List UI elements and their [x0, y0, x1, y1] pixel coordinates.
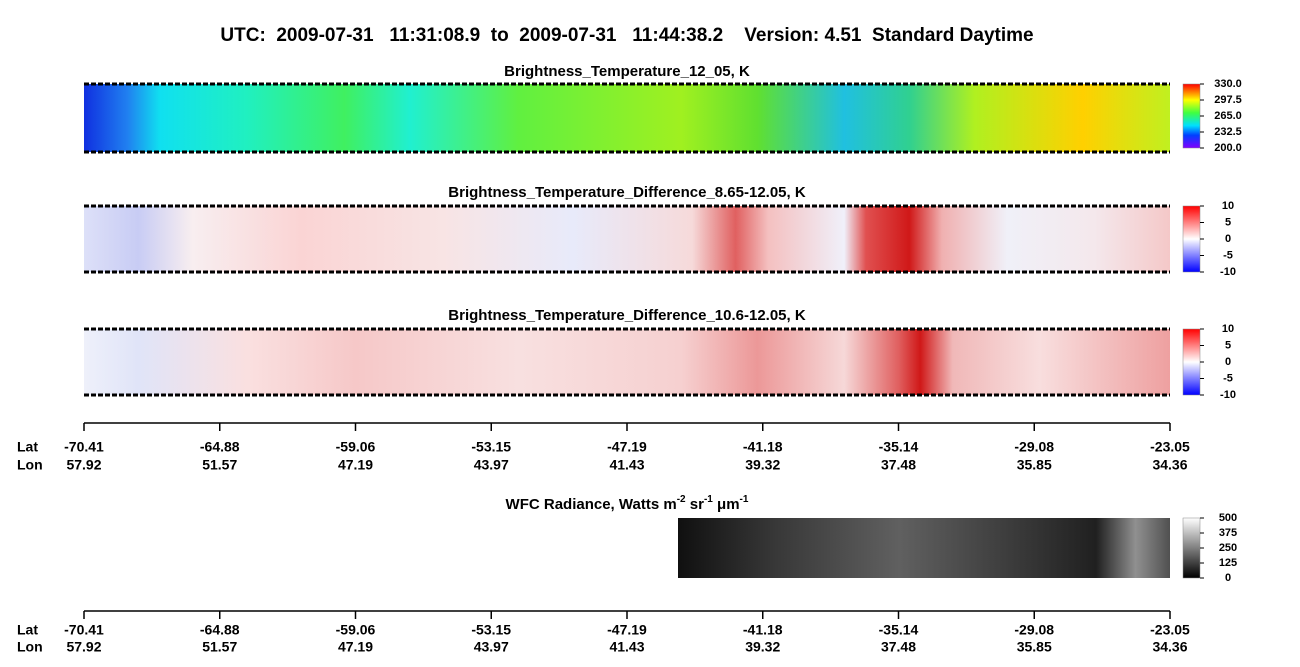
lat-tick-label: -23.05 [1150, 622, 1190, 638]
colorbar-label: 297.5 [1214, 94, 1242, 106]
title-part: μm [713, 496, 740, 513]
colorbar-label: 500 [1219, 512, 1237, 524]
title-part: sr [686, 496, 705, 513]
colorbar-label: 0 [1225, 233, 1231, 245]
lon-tick-label: 51.57 [202, 639, 237, 655]
lon-tick-label: 34.36 [1152, 639, 1187, 655]
colorbar-label: 232.5 [1214, 126, 1242, 138]
colorbar-label: 200.0 [1214, 142, 1242, 154]
lat-tick-label: -64.88 [200, 622, 240, 638]
lon-tick-label: 35.85 [1017, 457, 1052, 473]
lon-tick-label: 57.92 [66, 457, 101, 473]
lon-tick-label: 47.19 [338, 639, 373, 655]
lat-label: Lat [17, 622, 38, 638]
main-title: UTC: 2009-07-31 11:31:08.9 to 2009-07-31… [220, 25, 1033, 46]
colorbar-label: 330.0 [1214, 78, 1242, 90]
swath-image [84, 84, 1170, 152]
lat-tick-label: -23.05 [1150, 439, 1190, 455]
colorbar [1182, 328, 1201, 396]
lat-tick-label: -64.88 [200, 439, 240, 455]
lon-tick-label: 51.57 [202, 457, 237, 473]
lon-tick-label: 47.19 [338, 457, 373, 473]
lon-tick-label: 43.97 [474, 639, 509, 655]
lat-tick-label: -59.06 [336, 622, 376, 638]
lon-tick-label: 37.48 [881, 457, 916, 473]
lat-tick-label: -35.14 [879, 439, 919, 455]
colorbar-label: 5 [1225, 339, 1231, 351]
lat-tick-label: -47.19 [607, 439, 647, 455]
colorbar-label: -10 [1220, 389, 1236, 401]
lat-tick-label: -35.14 [879, 622, 919, 638]
colorbar-label: 0 [1225, 356, 1231, 368]
lat-tick-label: -47.19 [607, 622, 647, 638]
lat-tick-label: -29.08 [1014, 622, 1054, 638]
superscript: -2 [677, 494, 686, 505]
lat-tick-label: -53.15 [471, 622, 511, 638]
colorbar [1182, 517, 1201, 579]
colorbar-label: 5 [1225, 216, 1231, 228]
colorbar-label: -5 [1223, 372, 1233, 384]
lat-tick-label: -70.41 [64, 622, 104, 638]
lon-tick-label: 41.43 [609, 457, 644, 473]
lat-tick-label: -53.15 [471, 439, 511, 455]
lat-tick-label: -41.18 [743, 439, 783, 455]
lon-label: Lon [17, 457, 43, 473]
colorbar-label: 10 [1222, 323, 1234, 335]
superscript: -1 [740, 494, 749, 505]
lat-tick-label: -29.08 [1014, 439, 1054, 455]
lat-tick-label: -41.18 [743, 622, 783, 638]
swath-image [84, 206, 1170, 272]
colorbar-label: 250 [1219, 542, 1237, 554]
colorbar-label: -5 [1223, 249, 1233, 261]
colorbar [1182, 83, 1201, 149]
panel-title: WFC Radiance, Watts m-2 sr-1 μm-1 [506, 494, 749, 513]
lon-tick-label: 34.36 [1152, 457, 1187, 473]
lon-tick-label: 43.97 [474, 457, 509, 473]
superscript: -1 [704, 494, 713, 505]
colorbar [1182, 205, 1201, 273]
lon-tick-label: 39.32 [745, 639, 780, 655]
colorbar-label: 10 [1222, 200, 1234, 212]
swath-image [678, 518, 1170, 578]
lon-tick-label: 37.48 [881, 639, 916, 655]
lat-label: Lat [17, 439, 38, 455]
panel-title: Brightness_Temperature_Difference_10.6-1… [448, 307, 806, 324]
lon-tick-label: 57.92 [66, 639, 101, 655]
panel-title: Brightness_Temperature_Difference_8.65-1… [448, 184, 806, 201]
colorbar-label: -10 [1220, 266, 1236, 278]
panel-title: Brightness_Temperature_12_05, K [504, 63, 750, 80]
lon-tick-label: 39.32 [745, 457, 780, 473]
lat-tick-label: -70.41 [64, 439, 104, 455]
lon-tick-label: 35.85 [1017, 639, 1052, 655]
title-part: WFC Radiance, Watts m [506, 496, 677, 513]
colorbar-label: 375 [1219, 527, 1237, 539]
colorbar-label: 125 [1219, 557, 1237, 569]
lat-tick-label: -59.06 [336, 439, 376, 455]
lon-label: Lon [17, 639, 43, 655]
colorbar-label: 265.0 [1214, 110, 1242, 122]
lon-tick-label: 41.43 [609, 639, 644, 655]
swath-image [84, 329, 1170, 395]
colorbar-label: 0 [1225, 572, 1231, 584]
